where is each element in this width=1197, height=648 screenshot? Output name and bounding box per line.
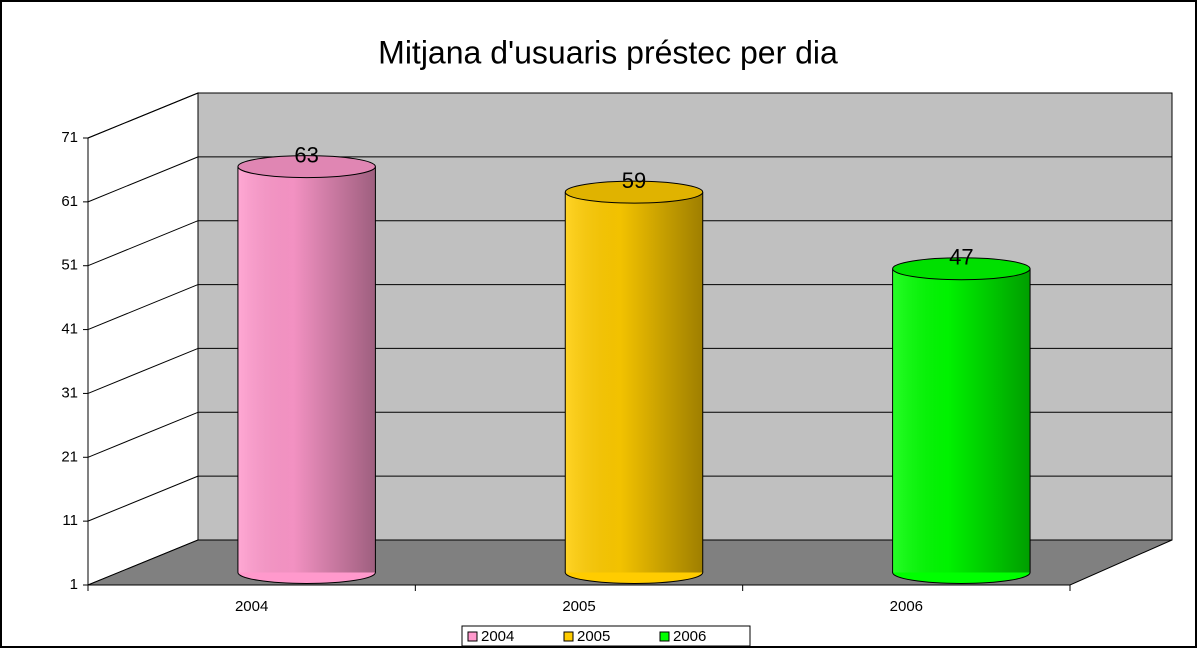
legend-swatch — [563, 631, 574, 642]
legend-label: 2006 — [673, 628, 706, 645]
bar-shade — [237, 166, 376, 573]
y-tick-label: 1 — [70, 576, 78, 593]
grid-line — [87, 156, 199, 203]
y-tick-label: 51 — [61, 257, 78, 274]
grid-line — [87, 411, 199, 458]
y-tick-label: 41 — [61, 321, 78, 338]
legend-swatch — [467, 631, 478, 642]
grid-line — [87, 475, 199, 522]
bar-top — [237, 155, 376, 179]
value-label: 59 — [622, 168, 646, 193]
side-wall — [87, 92, 199, 586]
bar-outline — [564, 192, 704, 573]
bar-top — [564, 180, 704, 204]
legend-swatch — [659, 631, 670, 642]
bar-top — [892, 257, 1031, 281]
x-tick-label: 2005 — [562, 598, 595, 615]
x-tick-label: 2006 — [890, 598, 923, 615]
y-tick-label: 21 — [61, 448, 78, 465]
y-tick-label: 11 — [62, 512, 78, 529]
grid-line — [87, 284, 199, 331]
bar-top-shade — [892, 257, 1031, 280]
bar-shade — [565, 192, 703, 573]
y-tick-label: 61 — [61, 193, 78, 210]
bar-outline — [237, 166, 376, 573]
bar-top-shade — [565, 181, 703, 204]
bar-top-shade — [237, 155, 376, 178]
bar-shade — [892, 268, 1031, 573]
chart-title: Mitjana d'usuaris préstec per dia — [378, 34, 838, 70]
legend-label: 2005 — [577, 628, 610, 645]
y-tick-label: 31 — [61, 384, 78, 401]
y-tick-label: 71 — [61, 129, 78, 146]
legend-label: 2004 — [481, 628, 514, 645]
legend-box — [461, 625, 751, 647]
value-label: 63 — [294, 142, 318, 167]
grid-line — [87, 347, 199, 394]
grid-line — [87, 92, 199, 139]
x-tick-label: 2004 — [235, 598, 268, 615]
value-label: 47 — [949, 245, 973, 270]
legend: 2004 2005 2006 — [461, 625, 751, 647]
bar-outline — [892, 268, 1031, 573]
grid-line — [87, 220, 199, 267]
